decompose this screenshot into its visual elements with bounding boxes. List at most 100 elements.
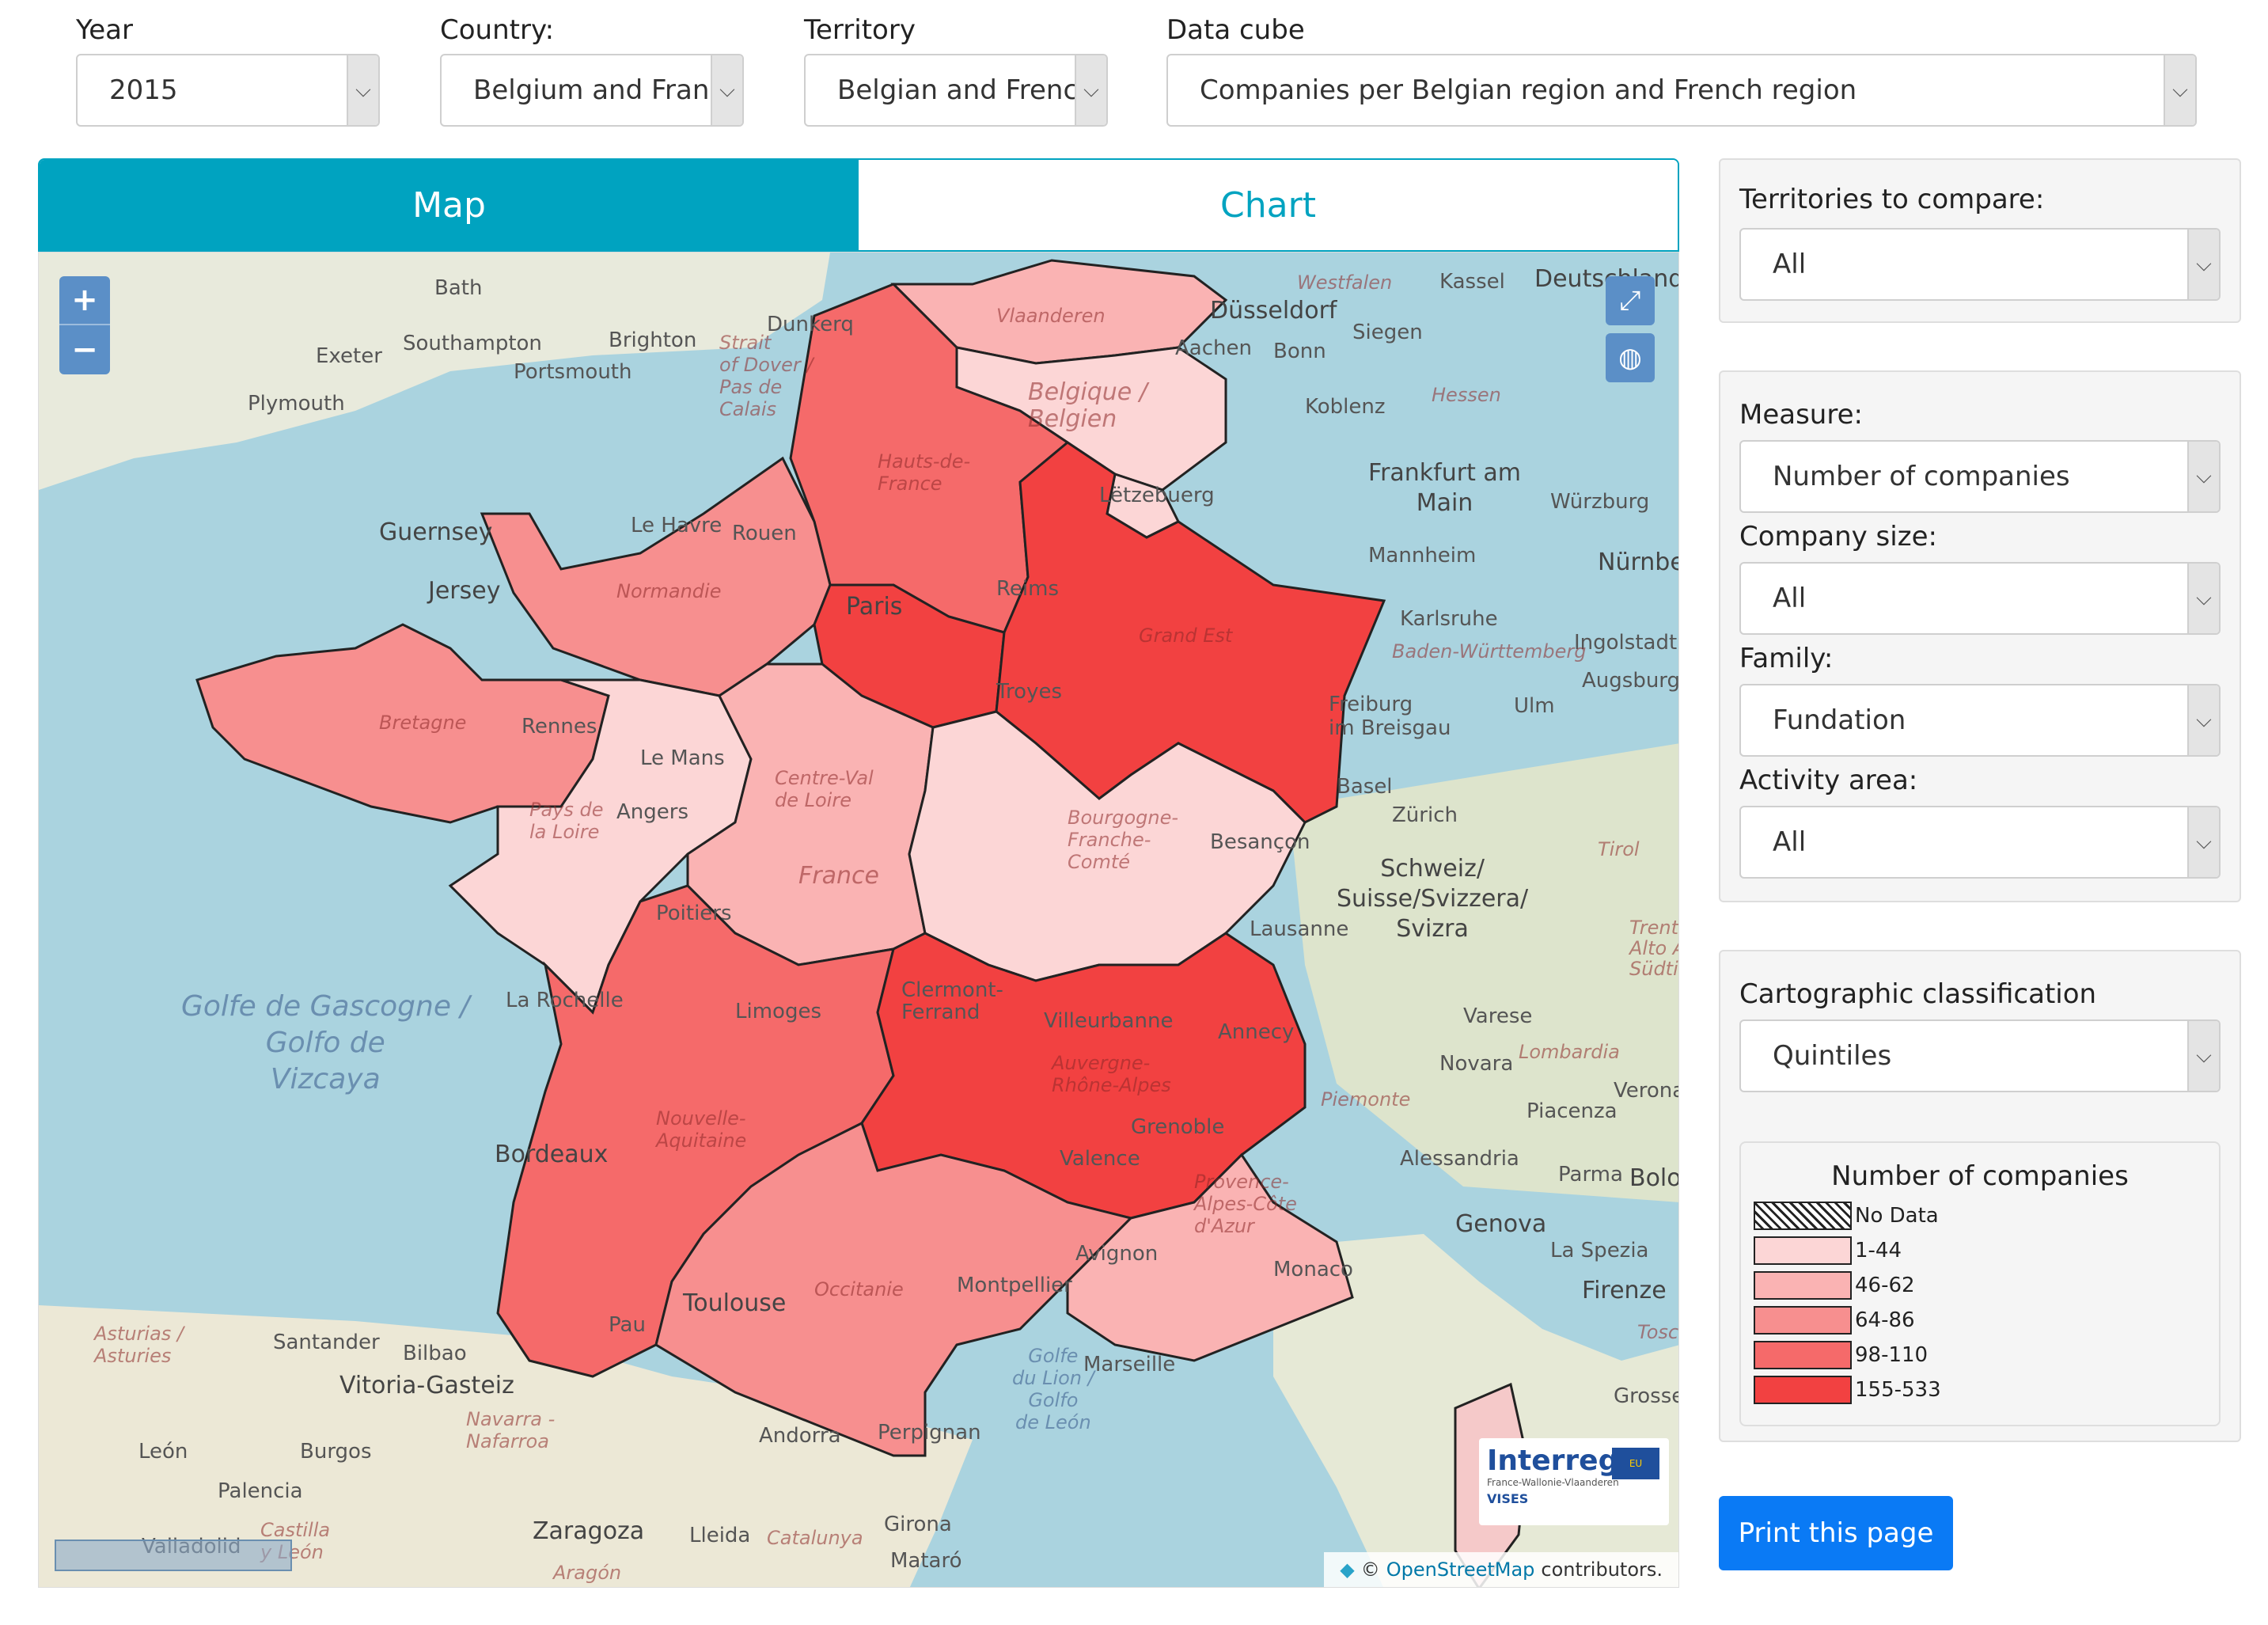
interreg-vises: VISES xyxy=(1487,1491,1529,1506)
map-label: Rennes xyxy=(521,715,597,738)
map-label: Hauts-de- France xyxy=(878,450,971,495)
attribution-suffix: contributors. xyxy=(1541,1559,1663,1581)
map-label: Baden-Württemberg xyxy=(1392,640,1587,663)
map-label: Grenoble xyxy=(1131,1115,1225,1139)
map-label: Westfalen xyxy=(1297,271,1393,294)
map-label: Freiburg im Breisgau xyxy=(1329,693,1451,740)
map-label: France xyxy=(798,862,879,890)
tab-map[interactable]: Map xyxy=(40,160,859,250)
map-label: Verona xyxy=(1614,1079,1679,1103)
map-label: Auvergne- Rhône-Alpes xyxy=(1052,1052,1171,1096)
eu-flag-icon: EU xyxy=(1612,1448,1659,1479)
activity-select[interactable]: All ⌵ xyxy=(1739,806,2221,879)
map-label: Varese xyxy=(1463,1004,1533,1028)
map-canvas xyxy=(39,252,1678,1587)
compare-panel: Territories to compare: All ⌵ xyxy=(1719,158,2241,323)
filters-panel: Measure: Number of companies ⌵ Company s… xyxy=(1719,370,2241,902)
territory-select[interactable]: Belgian and French ⌵ xyxy=(804,54,1108,127)
classification-select[interactable]: Quintiles ⌵ xyxy=(1739,1019,2221,1092)
chevron-down-icon[interactable]: ⌵ xyxy=(1075,55,1106,125)
chevron-down-icon[interactable]: ⌵ xyxy=(2187,230,2219,299)
map-label: Avignon xyxy=(1075,1242,1159,1266)
map-label: Mannheim xyxy=(1368,544,1477,568)
activity-label: Activity area: xyxy=(1739,765,1918,796)
map-view[interactable]: Bath Exeter Southampton Brighton Portsmo… xyxy=(38,252,1679,1588)
legend-label: 155-533 xyxy=(1855,1378,1941,1402)
year-select[interactable]: 2015 ⌵ xyxy=(76,54,380,127)
scale-bar xyxy=(55,1540,292,1571)
osm-link[interactable]: OpenStreetMap xyxy=(1386,1559,1535,1581)
map-label: Andorra xyxy=(759,1424,841,1448)
chevron-down-icon[interactable]: ⌵ xyxy=(2187,685,2219,755)
land-alps xyxy=(1289,743,1678,1202)
country-label: Country: xyxy=(440,14,555,46)
size-label: Company size: xyxy=(1739,521,1937,552)
map-label: Guernsey xyxy=(379,518,493,546)
map-label: Lombardia xyxy=(1519,1041,1620,1063)
map-label: Brighton xyxy=(609,328,697,352)
map-label: Lleida xyxy=(689,1524,751,1547)
chevron-down-icon[interactable]: ⌵ xyxy=(2187,442,2219,511)
map-label: Grosse xyxy=(1614,1384,1679,1408)
map-label: Limoges xyxy=(735,1000,821,1023)
map-label: Aachen xyxy=(1175,336,1252,360)
family-select[interactable]: Fundation ⌵ xyxy=(1739,684,2221,757)
measure-select[interactable]: Number of companies ⌵ xyxy=(1739,440,2221,513)
year-value: 2015 xyxy=(109,74,178,106)
compare-value: All xyxy=(1773,249,1807,280)
map-label: Provence- Alpes-Côte d'Azur xyxy=(1194,1171,1297,1237)
map-label: Novara xyxy=(1439,1052,1514,1076)
map-label: Nürnbe xyxy=(1598,549,1679,576)
map-label: Genova xyxy=(1455,1210,1547,1238)
map-label: Marseille xyxy=(1083,1353,1176,1376)
map-label: Vitoria-Gasteiz xyxy=(339,1372,514,1399)
tab-chart[interactable]: Chart xyxy=(859,160,1678,250)
map-label: Centre-Val de Loire xyxy=(775,767,874,811)
country-select[interactable]: Belgium and Franc ⌵ xyxy=(440,54,744,127)
map-label: Paris xyxy=(846,593,903,621)
map-label: Zürich xyxy=(1392,803,1458,827)
attribution-prefix: © xyxy=(1360,1559,1380,1581)
chevron-down-icon[interactable]: ⌵ xyxy=(2187,807,2219,877)
zoom-in-button[interactable]: + xyxy=(59,276,110,325)
chevron-down-icon[interactable]: ⌵ xyxy=(347,55,378,125)
map-label: Mataró xyxy=(890,1549,962,1573)
map-label: Piacenza xyxy=(1527,1099,1618,1123)
family-value: Fundation xyxy=(1773,704,1906,736)
compare-label: Territories to compare: xyxy=(1739,184,2045,215)
map-label: Catalunya xyxy=(767,1527,863,1549)
chevron-down-icon[interactable]: ⌵ xyxy=(2187,1021,2219,1091)
compare-select[interactable]: All ⌵ xyxy=(1739,228,2221,301)
map-label: Reims xyxy=(996,577,1059,601)
measure-value: Number of companies xyxy=(1773,461,2070,492)
legend-item: 46-62 xyxy=(1754,1271,1915,1300)
size-select[interactable]: All ⌵ xyxy=(1739,562,2221,635)
map-label: Hessen xyxy=(1432,384,1501,406)
map-label: Kassel xyxy=(1439,270,1505,294)
datacube-select[interactable]: Companies per Belgian region and French … xyxy=(1166,54,2197,127)
chevron-down-icon[interactable]: ⌵ xyxy=(711,55,742,125)
map-label: Normandie xyxy=(616,580,722,602)
size-value: All xyxy=(1773,583,1807,614)
measure-label: Measure: xyxy=(1739,399,1863,431)
fullscreen-icon[interactable]: ⤢ xyxy=(1606,276,1655,325)
legend-label: No Data xyxy=(1855,1204,1939,1228)
zoom-out-button[interactable]: − xyxy=(71,332,98,368)
chevron-down-icon[interactable]: ⌵ xyxy=(2164,55,2195,125)
chevron-down-icon[interactable]: ⌵ xyxy=(2187,564,2219,633)
legend-swatch xyxy=(1754,1236,1852,1265)
print-button[interactable]: Print this page xyxy=(1719,1496,1953,1570)
map-label: Lausanne xyxy=(1250,917,1349,941)
map-label: Karlsruhe xyxy=(1400,607,1498,631)
region-paca xyxy=(1066,1152,1354,1362)
map-label: Bordeaux xyxy=(495,1141,609,1168)
globe-icon[interactable]: ◍ xyxy=(1606,333,1655,382)
map-label: Strait of Dover / Pas de Calais xyxy=(719,332,814,420)
map-label: Tirol xyxy=(1598,838,1640,860)
legend-item: 64-86 xyxy=(1754,1306,1915,1335)
map-label: La Rochelle xyxy=(506,989,624,1012)
map-label: Montpellier xyxy=(957,1274,1072,1297)
map-label: Ingolstadt xyxy=(1574,631,1678,655)
map-label: Tosca xyxy=(1637,1321,1679,1343)
map-label: Annecy xyxy=(1218,1020,1295,1044)
